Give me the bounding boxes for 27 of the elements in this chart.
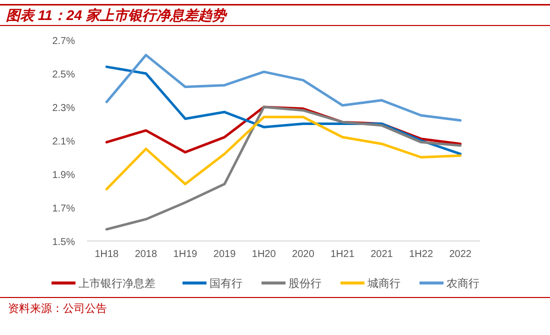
x-tick-label: 1H20 bbox=[252, 249, 276, 260]
legend-label: 上市银行净息差 bbox=[78, 277, 156, 290]
legend-label: 城商行 bbox=[366, 277, 400, 290]
x-tick-label: 1H18 bbox=[94, 249, 120, 260]
chart-title: 图表 11：24 家上市银行净息差趋势 bbox=[6, 7, 228, 23]
y-tick-label: 1.7% bbox=[52, 204, 76, 214]
text: 资料来源：公司公告 bbox=[8, 302, 107, 315]
legend-label: 农商行 bbox=[446, 277, 480, 290]
line-series bbox=[105, 54, 462, 122]
y-tick-label: 1.9% bbox=[52, 170, 76, 181]
y-tick-label: 2.5% bbox=[52, 70, 76, 80]
x-tick-label: 2018 bbox=[134, 249, 158, 260]
x-tick-label: 2021 bbox=[370, 249, 394, 260]
line-series bbox=[105, 106, 462, 231]
y-tick-label: 2.7% bbox=[52, 36, 76, 47]
x-tick-label: 2022 bbox=[449, 249, 472, 260]
y-tick-label: 2.1% bbox=[52, 136, 76, 148]
y-tick-label: 2.3% bbox=[52, 103, 76, 114]
x-tick-label: 2019 bbox=[213, 249, 236, 260]
legend-label: 股份行 bbox=[288, 278, 322, 290]
x-tick-label: 1H19 bbox=[173, 249, 198, 260]
line-series bbox=[105, 116, 462, 190]
x-tick-label: 2020 bbox=[292, 249, 315, 260]
x-tick-label: 1H21 bbox=[330, 249, 355, 260]
y-tick-label: 1.5% bbox=[52, 237, 76, 248]
legend-label: 国有行 bbox=[210, 278, 242, 290]
x-tick-label: 1H22 bbox=[409, 249, 434, 260]
